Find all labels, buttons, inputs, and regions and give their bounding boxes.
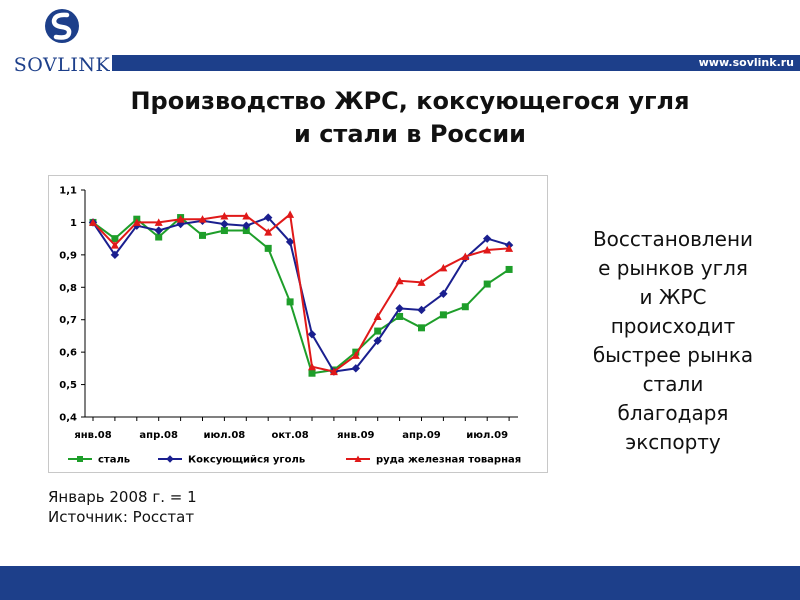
data-point: [242, 227, 250, 235]
y-tick-label: 0,7: [59, 315, 77, 326]
data-point: [220, 227, 228, 235]
legend-label: сталь: [98, 455, 130, 466]
x-tick-label: июл.09: [466, 430, 508, 441]
header-bar: www.sovlink.ru: [112, 55, 800, 71]
data-point: [242, 221, 251, 230]
site-url: www.sovlink.ru: [698, 56, 794, 69]
data-point: [199, 231, 206, 239]
series-triangle: [89, 210, 514, 376]
data-point: [395, 276, 404, 285]
chart-frame: [48, 175, 548, 473]
data-point: [417, 305, 426, 315]
x-ticks: янв.08 апр.08 июл.08 окт.08 янв.09 апр.09 июл.…: [74, 417, 510, 441]
data-point: [110, 241, 119, 249]
data-point: [483, 245, 492, 254]
data-point: [439, 289, 448, 298]
data-point: [308, 362, 316, 371]
data-point: [417, 278, 426, 286]
data-point: [373, 312, 382, 320]
y-tick-label: 0,4: [59, 413, 77, 424]
data-point: [351, 351, 360, 359]
source-note: Источник: Росстат: [48, 508, 195, 526]
x-tick-label: янв.08: [74, 430, 111, 441]
sovlink-logo-mark: [45, 9, 79, 43]
x-tick-label: апр.08: [139, 430, 178, 441]
data-point: [155, 233, 163, 241]
side-text-line: стали: [642, 372, 704, 396]
legend-label: Коксующийся уголь: [188, 455, 305, 466]
data-point: [505, 244, 514, 252]
y-tick-label: 0,8: [59, 283, 77, 294]
data-point: [176, 215, 185, 223]
x-tick-label: окт.08: [272, 430, 309, 441]
data-point: [286, 298, 294, 306]
y-tick-label: 0,9: [59, 250, 77, 261]
data-point: [418, 324, 425, 332]
data-point: [439, 263, 448, 272]
data-point: [307, 330, 317, 339]
data-point: [286, 210, 295, 218]
x-tick-label: янв.09: [337, 430, 374, 441]
data-point: [220, 211, 229, 220]
data-point: [354, 455, 362, 462]
side-text-line: е рынков угля: [598, 256, 748, 280]
data-point: [242, 211, 251, 220]
y-tick-label: 1: [70, 218, 77, 229]
data-point: [374, 327, 382, 335]
side-text-line: благодаря: [617, 401, 729, 425]
data-point: [439, 311, 447, 319]
y-tick-label: 0,5: [59, 380, 77, 391]
data-point: [132, 218, 141, 226]
data-point: [154, 226, 163, 235]
data-point: [483, 234, 492, 243]
data-point: [264, 213, 273, 222]
side-commentary: Восстановлени е рынков угля и ЖРС происходи…: [558, 225, 788, 457]
data-point: [264, 244, 272, 252]
chart-legend: сталь Коксующийся уголь руда железная това…: [68, 455, 521, 466]
data-point: [461, 303, 469, 311]
data-point: [110, 250, 120, 260]
data-point: [220, 219, 229, 229]
data-point: [461, 252, 470, 260]
data-point: [264, 228, 273, 236]
side-text-line: и ЖРС: [639, 285, 707, 309]
side-text-line: Восстановлени: [592, 227, 754, 251]
data-point: [483, 280, 491, 288]
title-line-2: и стали в России: [294, 120, 526, 148]
data-point: [111, 235, 119, 243]
page-title: Производство ЖРС, коксующегося угля и ст…: [40, 85, 780, 151]
y-tick-label: 0,6: [59, 348, 77, 359]
side-text-line: быстрее рынка: [592, 343, 754, 367]
y-tick-label: 1,1: [59, 186, 77, 197]
series-line: [92, 216, 510, 375]
data-point: [198, 215, 207, 223]
chart-notes: Январь 2008 г. = 1 Источник: Росстат: [48, 487, 197, 527]
footer-bar: [0, 566, 800, 600]
x-tick-label: июл.08: [204, 430, 246, 441]
data-point: [89, 218, 97, 226]
sovlink-logo: SOVLINK: [6, 4, 118, 76]
base-note: Январь 2008 г. = 1: [48, 488, 197, 506]
data-point: [308, 369, 316, 377]
y-ticks: 0,4 0,5 0,6 0,7 0,8 0,9 1 1,1: [59, 186, 85, 424]
data-point: [77, 456, 83, 462]
title-line-1: Производство ЖРС, коксующегося угля: [130, 87, 690, 115]
data-point: [373, 336, 382, 345]
data-point: [154, 218, 163, 226]
data-point: [329, 367, 338, 376]
data-point: [505, 265, 513, 273]
series-line: [92, 212, 510, 373]
side-text-line: экспорту: [625, 430, 721, 454]
x-tick-label: апр.09: [402, 430, 441, 441]
side-text-line: происходит: [610, 314, 736, 338]
logo-text: SOVLINK: [13, 54, 111, 76]
production-line-chart: 0,4 0,5 0,6 0,7 0,8 0,9 1 1,1 янв.08 апр.08 июл.0…: [48, 175, 548, 473]
series-layer: [88, 210, 514, 377]
data-point: [285, 237, 295, 247]
data-point: [396, 312, 404, 320]
legend-label: руда железная товарная: [376, 455, 521, 466]
